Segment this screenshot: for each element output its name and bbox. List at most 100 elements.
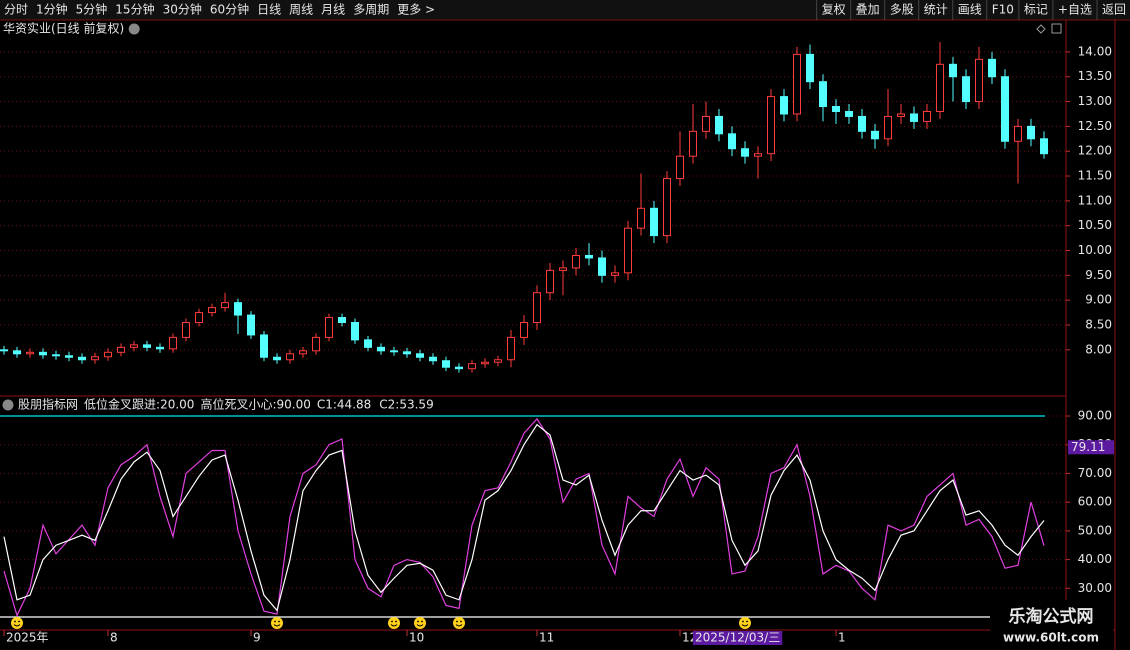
toolbar-button[interactable]: F10: [992, 3, 1014, 17]
toolbar-button[interactable]: +自选: [1058, 3, 1092, 17]
candle-body: [1040, 138, 1048, 155]
candle-body: [65, 355, 73, 358]
toolbar-button[interactable]: 统计: [924, 3, 948, 17]
legend-name: C2: [379, 398, 395, 412]
title-menu-icon[interactable]: [128, 23, 140, 35]
cursor-date: 2025/12/03/三: [695, 631, 780, 645]
candle-body: [455, 366, 463, 370]
candle-body: [299, 350, 307, 355]
smiley-eye: [18, 620, 20, 623]
candle-body: [195, 312, 203, 324]
signal-smiley: [11, 617, 23, 629]
toolbar-item[interactable]: 更多 >: [397, 3, 435, 17]
candle-body: [208, 307, 216, 314]
toolbar-item[interactable]: 5分钟: [76, 2, 108, 17]
smiley-eye: [746, 620, 748, 623]
candle-body: [221, 302, 229, 309]
smiley-eye: [460, 620, 462, 623]
candle-body: [845, 110, 853, 117]
toolbar-item[interactable]: 30分钟: [163, 2, 202, 17]
x-tick-label: 9: [253, 631, 261, 645]
candle-body: [403, 351, 411, 355]
y-tick-label: 60.00: [1078, 495, 1112, 509]
candle-body: [312, 336, 320, 352]
x-tick-label: 1: [838, 631, 846, 645]
smiley-eye: [742, 620, 744, 623]
y-tick-label: 11.00: [1078, 193, 1112, 207]
toolbar-item[interactable]: 日线: [257, 3, 281, 17]
y-tick-label: 70.00: [1078, 466, 1112, 480]
candle-body: [793, 53, 801, 115]
candle-body: [819, 81, 827, 108]
candle-body: [156, 346, 164, 350]
legend-separator: :: [333, 398, 337, 412]
smiley-eye: [278, 620, 280, 623]
y-tick-label: 9.00: [1085, 293, 1112, 307]
diamond-icon[interactable]: [1036, 24, 1046, 34]
candle-body: [442, 360, 450, 368]
smiley-face: [388, 617, 400, 629]
legend-name: C1: [317, 398, 333, 412]
candle-body: [988, 58, 996, 78]
candle-body: [390, 350, 398, 353]
toolbar-item[interactable]: 分时: [4, 3, 28, 17]
signal-smiley: [414, 617, 426, 629]
toolbar-button[interactable]: 返回: [1102, 3, 1126, 17]
y-tick-label: 8.00: [1085, 342, 1112, 356]
candle-body: [624, 227, 632, 274]
y-tick-label: 12.00: [1078, 144, 1112, 158]
y-tick-label: 10.00: [1078, 243, 1112, 257]
toolbar-button[interactable]: 多股: [890, 3, 914, 17]
toolbar-item[interactable]: 1分钟: [36, 2, 68, 17]
candle-body: [741, 148, 749, 157]
candle-body: [130, 344, 138, 348]
y-tick-label: 10.50: [1078, 218, 1112, 232]
x-tick-label: 11: [539, 631, 554, 645]
toolbar-button[interactable]: 复权: [822, 3, 846, 17]
candle-body: [91, 356, 99, 361]
x-tick-label: 2025年: [6, 631, 49, 645]
candle-body: [663, 178, 671, 237]
candle-body: [338, 317, 346, 324]
toolbar-button[interactable]: 画线: [958, 3, 982, 17]
close-icon[interactable]: [1051, 23, 1062, 34]
candle-body: [1027, 125, 1035, 140]
legend-value: 20.00: [160, 398, 194, 412]
candle-body: [767, 96, 775, 155]
signal-smiley: [388, 617, 400, 629]
toolbar-button[interactable]: 叠加: [856, 3, 880, 17]
candle-body: [429, 356, 437, 362]
toolbar-button[interactable]: 标记: [1024, 3, 1048, 17]
smiley-mouth: [273, 624, 281, 627]
candle-body: [650, 207, 658, 237]
watermark-title: 乐淘公式网: [1009, 606, 1094, 627]
candle-body: [923, 110, 931, 122]
candle-body: [520, 322, 528, 338]
candle-body: [39, 351, 47, 356]
signal-smiley: [453, 617, 465, 629]
candle-body: [52, 354, 60, 357]
toolbar-bg: [0, 0, 1130, 20]
candle-body: [481, 361, 489, 365]
y-tick-label: 13.00: [1078, 94, 1112, 108]
toolbar-item[interactable]: 周线: [289, 3, 313, 17]
candle-body: [637, 207, 645, 229]
y-tick-label: 30.00: [1078, 581, 1112, 595]
toolbar-item[interactable]: 15分钟: [115, 2, 154, 17]
smiley-eye: [274, 620, 276, 623]
toolbar-item[interactable]: 多周期: [353, 3, 389, 17]
candle-body: [546, 269, 554, 294]
toolbar-item[interactable]: 月线: [321, 3, 345, 17]
candle-body: [832, 106, 840, 112]
indicator-menu-icon[interactable]: [2, 399, 14, 411]
legend-separator: :: [395, 398, 399, 412]
cursor-value: 79.11: [1071, 440, 1105, 454]
y-tick-label: 9.50: [1085, 268, 1112, 282]
candle-body: [871, 130, 879, 140]
candle-body: [494, 359, 502, 363]
toolbar-item[interactable]: 60分钟: [210, 2, 249, 17]
smiley-face: [414, 617, 426, 629]
smiley-face: [453, 617, 465, 629]
